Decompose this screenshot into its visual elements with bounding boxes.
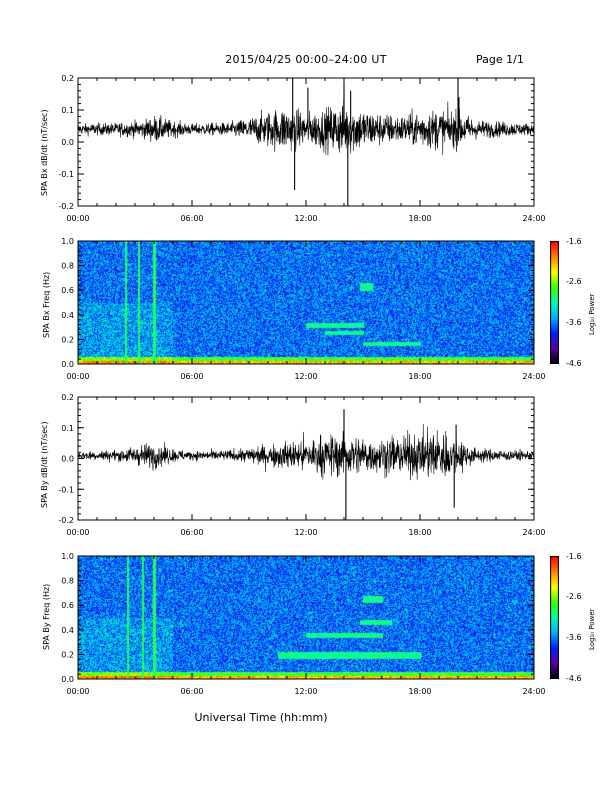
- by-spec-y-tick-label: 0.4: [61, 626, 74, 635]
- bx-dbdt-x-tick-label: 18:00: [408, 214, 431, 223]
- by-dbdt-svg: 00:00 06:00 12:00 18:00 24:00 -0.2 -0.1 0.0 0.1 0…: [58, 393, 545, 537]
- bx-spec-y-tick-label: 0.2: [61, 335, 74, 344]
- by-spec-x-tick-label: 06:00: [180, 687, 203, 696]
- bx-spec-x-tick-label: 00:00: [66, 372, 89, 381]
- bx-spectrogram-axes: 00:00 06:00 12:00 18:00 24:00 0.0 0.2 0.4 0.6 0.8…: [61, 237, 545, 381]
- by-spec-x-tick-label: 24:00: [522, 687, 545, 696]
- bx-freq-ylabel: SPA Bx Freq (Hz): [42, 271, 51, 338]
- by-dbdt-y-tick-label: -0.2: [58, 516, 74, 525]
- by-spec-y-tick-label: 0.8: [61, 577, 74, 586]
- bx-dbdt-plot: 00:00 06:00 12:00 18:00 24:00 -0.2 -0.1 0.0 0.1 0…: [58, 74, 545, 223]
- x-axis-label: Universal Time (hh:mm): [194, 711, 328, 724]
- bx-colorbar-tick: -3.6: [566, 318, 582, 327]
- by-colorbar-tick: -3.6: [566, 633, 582, 642]
- bx-dbdt-y-tick-label: -0.1: [58, 170, 74, 179]
- by-spectrogram: 00:00 06:00 12:00 18:00 24:00 0.0 0.2 0.4 0.6 0.8…: [61, 552, 545, 696]
- by-colorbar-tick: -4.6: [566, 674, 582, 683]
- bx-colorbar: [550, 241, 559, 364]
- by-spec-frame: [77, 555, 535, 680]
- by-colorbar: [550, 556, 559, 679]
- by-spec-x-tick-label: 18:00: [408, 687, 431, 696]
- bx-spec-x-tick-label: 18:00: [408, 372, 431, 381]
- by-spec-y-tick-label: 0.0: [61, 675, 74, 684]
- by-spec-y-tick-label: 0.6: [61, 601, 74, 610]
- bx-spec-x-tick-label: 24:00: [522, 372, 545, 381]
- by-dbdt-x-tick-label: 24:00: [522, 528, 545, 537]
- bx-dbdt-ylabel: SPA Bx dB/dt (nT/sec): [40, 109, 49, 196]
- bx-dbdt-x-tick-label: 24:00: [522, 214, 545, 223]
- by-dbdt-plot: 00:00 06:00 12:00 18:00 24:00 -0.2 -0.1 0.0 0.1 0…: [58, 393, 545, 537]
- bx-spectrogram-canvas: [78, 241, 534, 364]
- by-dbdt-x-tick-label: 00:00: [66, 528, 89, 537]
- bx-dbdt-y-tick-label: -0.2: [58, 202, 74, 211]
- by-dbdt-ylabel: SPA By dB/dt (nT/sec): [40, 421, 49, 508]
- bx-dbdt-frame: [77, 77, 535, 207]
- bx-spec-frame: [77, 240, 535, 365]
- by-dbdt-y-tick-label: -0.1: [58, 485, 74, 494]
- bx-colorbar-title: Log₁₀ Power: [588, 293, 596, 335]
- by-spec-x-tick-label: 00:00: [66, 687, 89, 696]
- page-title: 2015/04/25 00:00–24:00 UT: [225, 53, 387, 66]
- by-dbdt-y-tick-label: 0.2: [61, 393, 74, 402]
- by-spec-x-tick-label: 12:00: [294, 687, 317, 696]
- bx-spec-y-tick-label: 0.6: [61, 286, 74, 295]
- bx-dbdt-y-tick-label: 0.0: [61, 138, 74, 147]
- bx-spec-y-tick-label: 0.0: [61, 360, 74, 369]
- bx-colorbar-tick: -2.6: [566, 277, 582, 286]
- by-dbdt-x-tick-label: 12:00: [294, 528, 317, 537]
- signal-trace: [77, 99, 535, 156]
- bx-dbdt-y-tick-label: 0.1: [61, 106, 74, 115]
- by-spec-y-tick-label: 0.2: [61, 650, 74, 659]
- signal-trace: [77, 423, 535, 481]
- by-freq-ylabel: SPA By Freq (Hz): [42, 583, 51, 650]
- by-spectrogram-axes: 00:00 06:00 12:00 18:00 24:00 0.0 0.2 0.4 0.6 0.8…: [61, 552, 545, 696]
- by-spec-y-tick-label: 1.0: [61, 552, 74, 561]
- bx-spec-y-tick-label: 0.8: [61, 262, 74, 271]
- by-dbdt-x-tick-label: 18:00: [408, 528, 431, 537]
- bx-dbdt-x-tick-label: 06:00: [180, 214, 203, 223]
- by-colorbar-tick: -1.6: [566, 552, 582, 561]
- bx-spec-y-tick-label: 1.0: [61, 237, 74, 246]
- bx-spec-x-tick-label: 06:00: [180, 372, 203, 381]
- bx-dbdt-x-tick-label: 00:00: [66, 214, 89, 223]
- by-dbdt-y-tick-label: 0.1: [61, 424, 74, 433]
- by-dbdt-x-tick-label: 06:00: [180, 528, 203, 537]
- bx-spec-y-tick-label: 0.4: [61, 311, 74, 320]
- bx-colorbar-tick: -1.6: [566, 237, 582, 246]
- bx-dbdt-svg: 00:00 06:00 12:00 18:00 24:00 -0.2 -0.1 0.0 0.1 0…: [58, 74, 545, 223]
- bx-spec-x-tick-label: 12:00: [294, 372, 317, 381]
- bx-dbdt-x-tick-label: 12:00: [294, 214, 317, 223]
- by-colorbar-title: Log₁₀ Power: [588, 608, 596, 650]
- bx-spectrogram: 00:00 06:00 12:00 18:00 24:00 0.0 0.2 0.4 0.6 0.8…: [61, 237, 545, 381]
- by-colorbar-tick: -2.6: [566, 592, 582, 601]
- by-dbdt-y-tick-label: 0.0: [61, 455, 74, 464]
- page-number: Page 1/1: [476, 53, 524, 66]
- bx-dbdt-y-tick-label: 0.2: [61, 74, 74, 83]
- by-spectrogram-canvas: [78, 556, 534, 679]
- bx-colorbar-tick: -4.6: [566, 359, 582, 368]
